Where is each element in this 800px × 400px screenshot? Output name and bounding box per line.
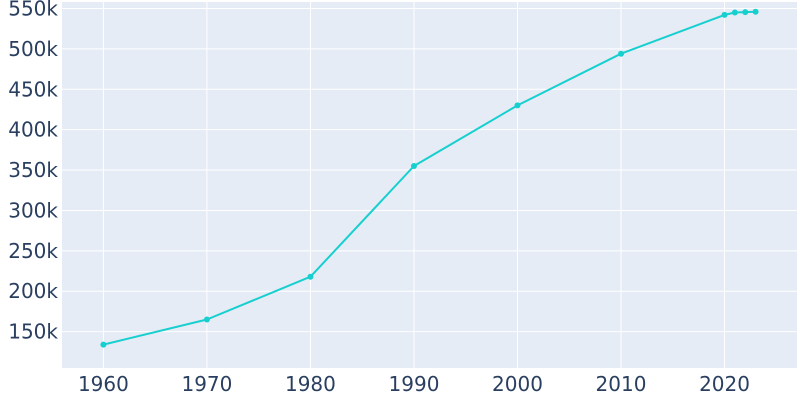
y-tick-label: 450k (8, 77, 58, 101)
data-point-marker[interactable] (721, 11, 728, 18)
data-point-marker[interactable] (410, 163, 417, 170)
x-tick-label: 2020 (699, 372, 750, 396)
data-point-marker[interactable] (203, 316, 210, 323)
x-tick-label: 1990 (389, 372, 440, 396)
x-tick-label: 2010 (596, 372, 647, 396)
plot-area-background (62, 2, 797, 368)
x-axis-tick-labels: 1960 1970 1980 1990 2000 2010 2020 (78, 372, 750, 396)
y-axis-tick-labels: 150k 200k 250k 300k 350k 400k 450k 500k 550k (8, 0, 58, 344)
y-tick-label: 550k (8, 0, 58, 20)
x-tick-label: 1980 (285, 372, 336, 396)
data-point-marker[interactable] (618, 50, 625, 57)
data-point-marker[interactable] (307, 273, 314, 280)
data-point-marker[interactable] (514, 102, 521, 109)
x-tick-label: 2000 (492, 372, 543, 396)
y-tick-label: 400k (8, 118, 58, 142)
data-point-marker[interactable] (752, 8, 759, 15)
series-layer (100, 8, 759, 348)
y-tick-label: 150k (8, 320, 58, 344)
y-tick-label: 250k (8, 239, 58, 263)
y-tick-label: 300k (8, 198, 58, 222)
x-tick-label: 1970 (181, 372, 232, 396)
y-tick-label: 500k (8, 37, 58, 61)
data-point-marker[interactable] (742, 9, 749, 16)
y-tick-label: 200k (8, 279, 58, 303)
population-series-line (103, 10, 756, 346)
y-tick-label: 350k (8, 158, 58, 182)
data-point-marker[interactable] (100, 341, 107, 348)
data-point-marker[interactable] (731, 9, 738, 16)
grid-lines (62, 2, 797, 368)
x-tick-label: 1960 (78, 372, 129, 396)
